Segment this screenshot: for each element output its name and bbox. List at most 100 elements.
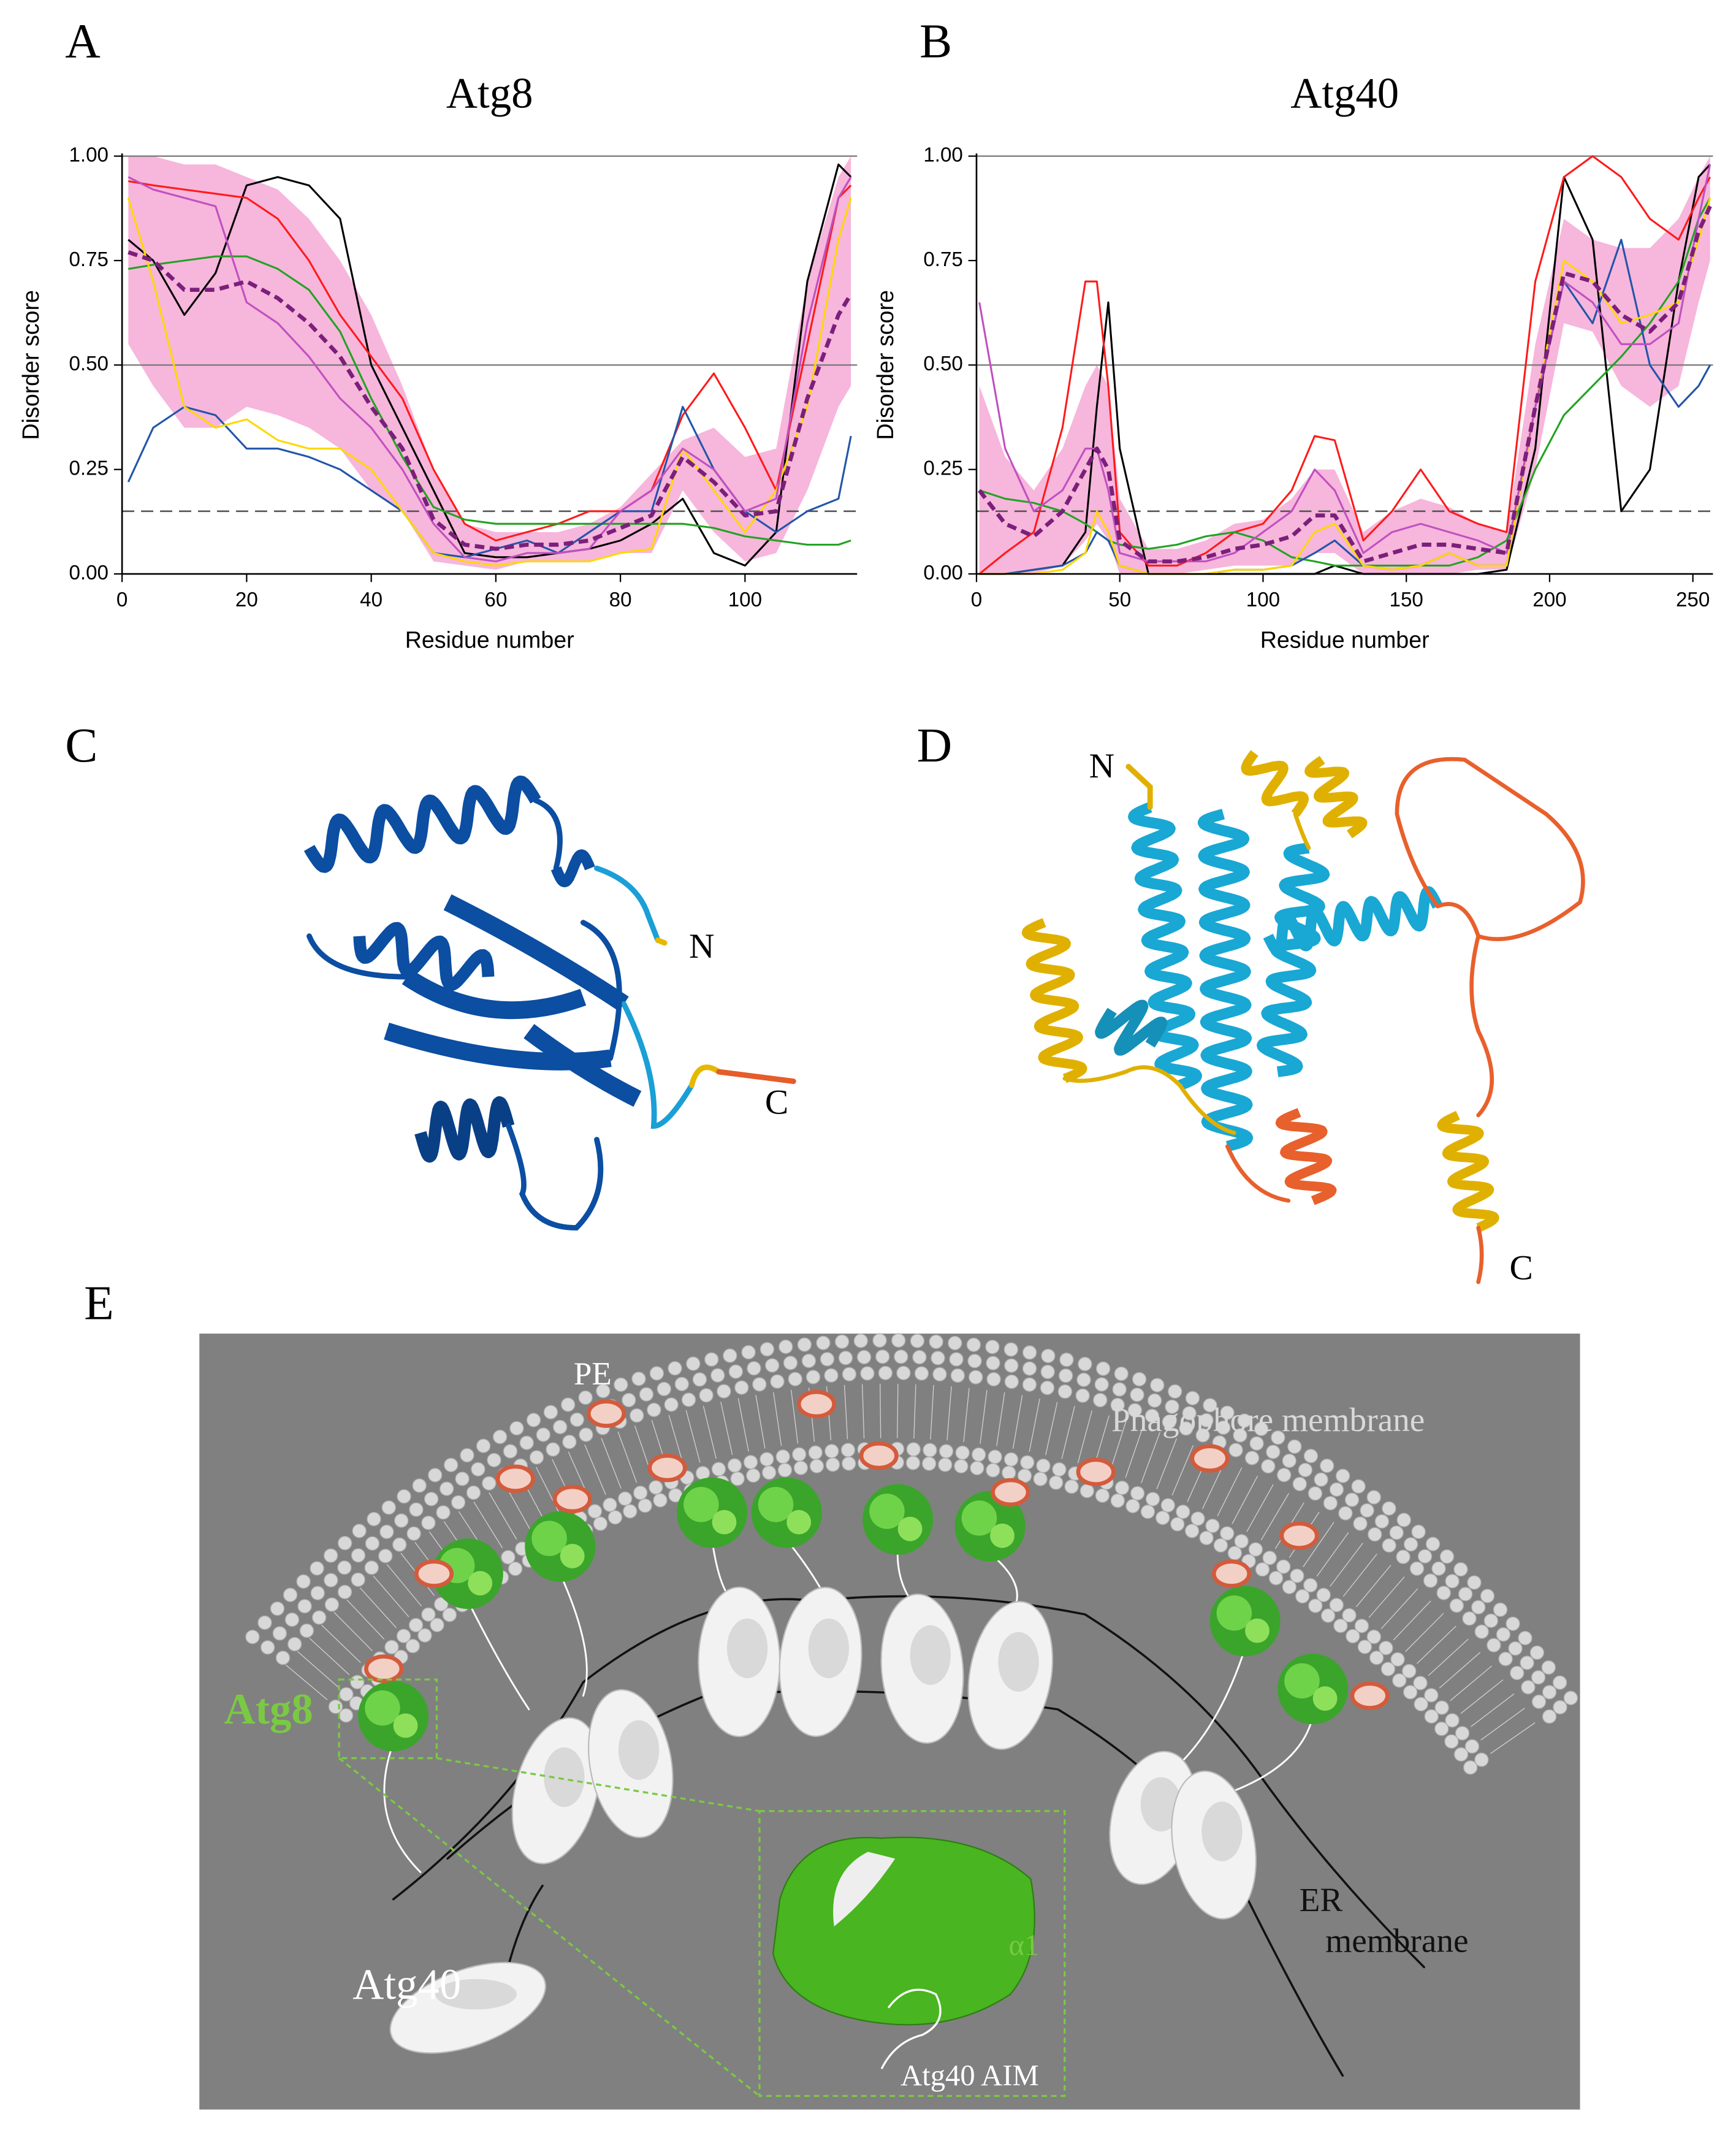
lipid-head — [914, 1366, 929, 1381]
lipid-head — [384, 1639, 399, 1655]
lipid-tail — [1368, 1576, 1405, 1618]
lipid-head — [692, 1372, 707, 1387]
y-tick-label: 0.00 — [69, 562, 108, 584]
lipid-head — [367, 1511, 381, 1527]
lipid-head — [1205, 1518, 1220, 1533]
lipid-head — [1541, 1660, 1556, 1675]
atg40-protein-detail — [544, 1747, 585, 1807]
lipid-head — [825, 1457, 840, 1472]
atg8-protein-detail — [990, 1523, 1015, 1548]
lipid-head — [562, 1434, 577, 1449]
pe-lipid — [364, 1654, 404, 1683]
lipid-head — [805, 1370, 821, 1384]
lipid-head — [1076, 1372, 1091, 1388]
lipid-head — [1462, 1611, 1477, 1626]
lipid-head — [1455, 1726, 1470, 1741]
lipid-head — [381, 1500, 397, 1515]
lipid-head — [1220, 1405, 1235, 1420]
lipid-head — [614, 1377, 628, 1392]
lipid-head — [1510, 1665, 1525, 1681]
atg40-protein-detail — [808, 1618, 850, 1679]
atg8-protein-detail — [869, 1494, 905, 1529]
lipid-head — [1058, 1368, 1073, 1383]
lipid-head — [1529, 1645, 1545, 1660]
mean-line — [128, 250, 853, 551]
lipid-head — [1292, 1476, 1308, 1492]
lipid-head — [631, 1372, 646, 1386]
lipid-head — [923, 1443, 937, 1457]
lipid-tail — [536, 1467, 561, 1516]
lipid-head — [699, 1388, 714, 1403]
lipid-head — [1075, 1388, 1090, 1403]
loop — [383, 1742, 422, 1873]
lipid-head — [1254, 1421, 1269, 1437]
lipid-head — [770, 1374, 785, 1389]
lipid-head — [579, 1427, 593, 1442]
lipid-tail — [1460, 1679, 1504, 1714]
lipid-head — [1228, 1443, 1243, 1457]
helix — [303, 775, 541, 873]
lipid-head — [1168, 1384, 1182, 1399]
lipid-head — [1176, 1505, 1190, 1519]
lipid-head — [364, 1560, 379, 1575]
x-tick-label: 0 — [116, 589, 128, 611]
lipid-head — [508, 1561, 523, 1576]
lipid-head — [752, 1377, 767, 1392]
loop — [1469, 934, 1494, 1118]
loop — [1293, 812, 1311, 850]
lipid-head — [1542, 1685, 1557, 1700]
lipid-head — [1248, 1542, 1263, 1557]
x-axis-label: Residue number — [1260, 627, 1430, 653]
lipid-head — [1003, 1342, 1019, 1357]
lipid-head — [1282, 1579, 1297, 1595]
lipid-head — [487, 1452, 501, 1468]
loop — [1179, 1647, 1246, 1765]
lipid-head — [808, 1445, 823, 1460]
helix — [1263, 886, 1443, 956]
lipid-head — [775, 1449, 790, 1464]
atg40-protein-detail — [435, 1979, 517, 2010]
lipid-head — [1379, 1641, 1393, 1655]
lipid-head — [1483, 1613, 1499, 1628]
lipid-head — [1220, 1526, 1235, 1541]
atg8-protein-detail — [1284, 1663, 1320, 1699]
beta-strand — [523, 1024, 642, 1107]
lipid-head — [1114, 1480, 1130, 1495]
atg8-protein-detail — [365, 1690, 400, 1726]
lipid-head — [1179, 1421, 1194, 1436]
predictor-line — [128, 180, 852, 542]
x-tick-label: 150 — [1390, 589, 1423, 611]
lipid-head — [681, 1392, 696, 1407]
lipid-head — [1170, 1517, 1185, 1532]
lipid-head — [764, 1358, 780, 1373]
lipid-tail — [285, 1664, 328, 1700]
lipid-head — [950, 1368, 965, 1383]
lipid-head — [912, 1349, 927, 1365]
y-tick-label: 0.50 — [923, 353, 963, 375]
lipid-tail — [843, 1384, 848, 1440]
lipid-head — [1374, 1514, 1390, 1529]
lipid-head — [406, 1526, 421, 1541]
lipid-tail — [346, 1599, 385, 1640]
lipid-head — [338, 1708, 354, 1723]
lipid-head — [1287, 1439, 1302, 1454]
lipid-head — [1531, 1670, 1546, 1685]
lipid-head — [1409, 1561, 1425, 1576]
lipid-head — [760, 1452, 774, 1467]
helix — [1275, 1108, 1337, 1205]
lipid-head — [653, 1493, 668, 1508]
lipid-head — [392, 1537, 407, 1552]
x-tick-label: 200 — [1532, 589, 1566, 611]
lipid-head — [1268, 1571, 1284, 1586]
lipid-head — [622, 1392, 636, 1408]
predictor-line — [128, 255, 851, 546]
lipid-head — [1203, 1398, 1217, 1413]
lipid-head — [1424, 1709, 1439, 1724]
atg40-protein-detail — [726, 1618, 768, 1679]
lipid-head — [1508, 1641, 1523, 1656]
pe-lipid — [1350, 1681, 1390, 1711]
lipid-head — [272, 1626, 287, 1641]
lipid-tail — [617, 1431, 638, 1483]
inset-detail — [833, 1852, 896, 1926]
lipid-head — [1471, 1600, 1486, 1615]
